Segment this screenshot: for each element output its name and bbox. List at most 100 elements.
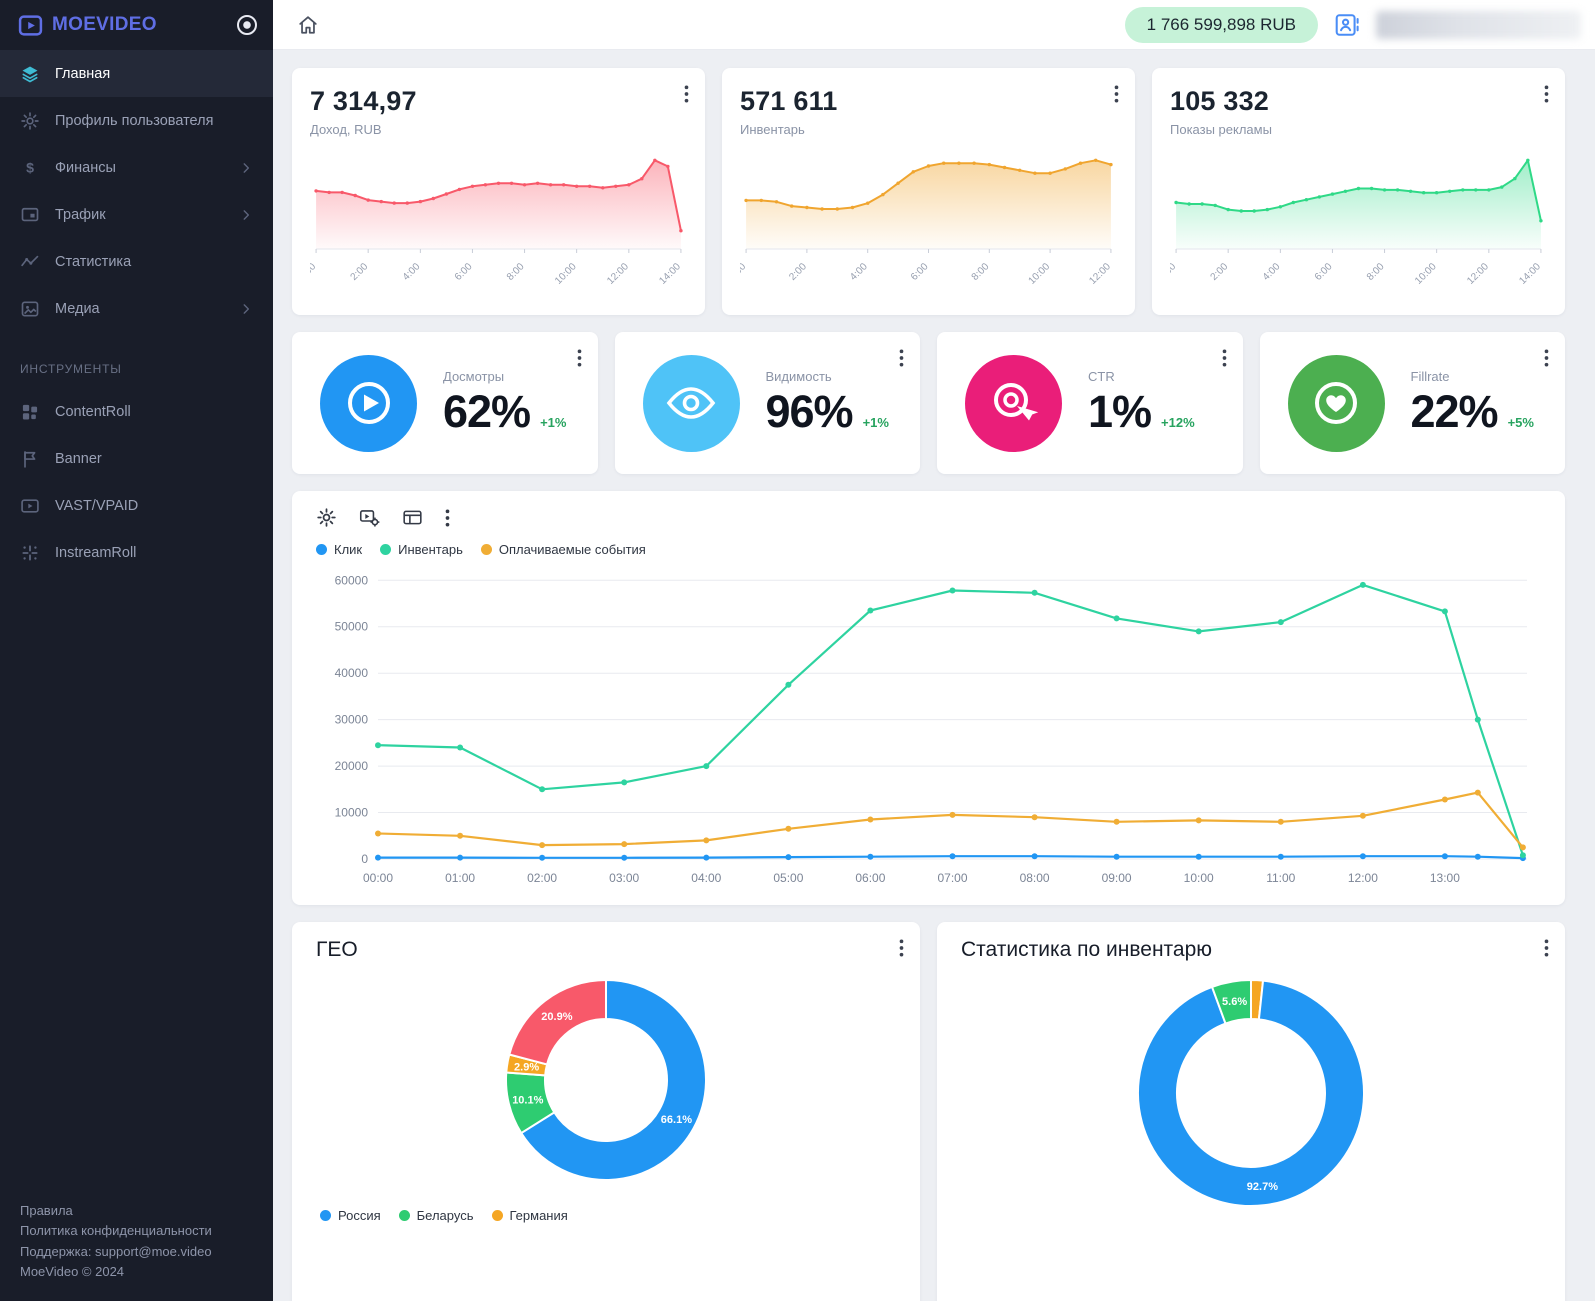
kpi-label: Досмотры <box>443 368 505 384</box>
legend-label: Россия <box>338 1208 381 1223</box>
chevron-right-icon <box>239 302 253 316</box>
svg-text:40000: 40000 <box>335 666 369 680</box>
more-options-button[interactable] <box>1544 84 1549 104</box>
svg-text:20.9%: 20.9% <box>541 1011 572 1023</box>
chart-settings-button[interactable] <box>316 507 337 528</box>
layers-icon <box>20 64 40 84</box>
sidebar-tool-vast-vpaid[interactable]: VAST/VPAID <box>0 482 273 529</box>
sidebar-footer-line[interactable]: Правила <box>20 1202 73 1218</box>
sparkle-icon <box>20 543 40 563</box>
kpi-text: Fillrate 22% +5% <box>1411 369 1534 438</box>
svg-text:50000: 50000 <box>335 620 369 634</box>
legend-item[interactable]: Оплачиваемые события <box>480 542 646 557</box>
stat-mini-chart: 0:00 2:00 4:00 6:00 8:00 10:00 12:00 <box>740 158 1113 287</box>
svg-text:06:00: 06:00 <box>855 871 885 885</box>
dashboard-content: 7 314,97 Доход, RUB 0:00 2:00 4:00 6:00 8:00 10… <box>273 50 1595 1301</box>
video-icon <box>20 496 40 516</box>
svg-text:10:00: 10:00 <box>1413 261 1439 287</box>
svg-text:14:00: 14:00 <box>657 261 683 287</box>
sidebar-item-traffic[interactable]: Трафик <box>0 191 273 238</box>
stat-cards-row: 7 314,97 Доход, RUB 0:00 2:00 4:00 6:00 8:00 10… <box>292 68 1565 315</box>
target-icon <box>965 354 1062 452</box>
more-options-button[interactable] <box>1544 348 1549 368</box>
chart-panel-button[interactable] <box>402 507 423 528</box>
more-options-button[interactable] <box>899 348 904 368</box>
sidebar-footer-line[interactable]: Поддержка: support@moe.video <box>20 1243 212 1259</box>
sidebar-item-media[interactable]: Медиа <box>0 285 273 332</box>
geo-donut-wrap: 66.1% 10.1% 2.9% 20.9% <box>316 974 896 1186</box>
sidebar-item-statistics[interactable]: Статистика <box>0 238 273 285</box>
svg-text:2:00: 2:00 <box>787 261 809 283</box>
sidebar-tools: ContentRoll Banner VAST/VPAID InstreamRoll <box>0 388 273 576</box>
stat-card-1: 571 611 Инвентарь 0:00 2:00 4:00 6:00 8:00 10:0… <box>722 68 1135 315</box>
logo[interactable]: MOEVIDEO <box>18 13 157 38</box>
legend-item[interactable]: Германия <box>491 1208 568 1223</box>
settings-icon <box>316 507 337 528</box>
svg-text:02:00: 02:00 <box>527 871 557 885</box>
sidebar-item-label: Профиль пользователя <box>55 112 214 129</box>
inventory-donut-wrap: 92.7% 5.6% <box>961 974 1541 1212</box>
sidebar-tool-instreamroll[interactable]: InstreamRoll <box>0 529 273 576</box>
svg-text:12:00: 12:00 <box>1087 261 1113 287</box>
sidebar-item-label: Медиа <box>55 300 100 317</box>
sidebar-item-finance[interactable]: $ Финансы <box>0 144 273 191</box>
main-chart-legend: Клик Инвентарь Оплачиваемые события <box>316 542 1541 557</box>
sidebar-item-home[interactable]: Главная <box>0 50 273 97</box>
topbar: 1 766 599,898 RUB <box>273 0 1595 50</box>
svg-text:6:00: 6:00 <box>909 261 931 283</box>
sidebar-tool-banner[interactable]: Banner <box>0 435 273 482</box>
user-name-blurred[interactable] <box>1376 10 1581 39</box>
geo-card-title: ГЕО <box>316 938 358 961</box>
more-options-button[interactable] <box>684 84 689 104</box>
sidebar-tool-contentroll[interactable]: ContentRoll <box>0 388 273 435</box>
stat-value: 571 611 <box>740 86 838 116</box>
stat-mini-chart: 0:00 2:00 4:00 6:00 8:00 10:00 12:00 14:00 <box>1170 158 1543 287</box>
more-options-button[interactable] <box>445 508 450 528</box>
svg-text:66.1%: 66.1% <box>661 1114 692 1126</box>
svg-text:0:00: 0:00 <box>1170 261 1179 283</box>
chart-toolbar <box>316 507 1541 528</box>
svg-text:8:00: 8:00 <box>505 261 527 283</box>
legend-item[interactable]: Россия <box>320 1208 381 1223</box>
kpi-card-3: Fillrate 22% +5% <box>1259 332 1565 474</box>
chart-video-settings-button[interactable] <box>359 507 380 528</box>
kpi-value: 22% <box>1410 385 1499 437</box>
sidebar-footer-line: MoeVideo © 2024 <box>20 1264 125 1280</box>
legend-label: Клик <box>334 542 363 557</box>
kpi-card-2: CTR 1% +12% <box>937 332 1243 474</box>
svg-text:08:00: 08:00 <box>1020 871 1050 885</box>
legend-dot <box>480 544 492 555</box>
tools-section-header: ИНСТРУМЕНТЫ <box>20 362 122 376</box>
sidebar-toggle-button[interactable] <box>237 15 257 35</box>
svg-text:11:00: 11:00 <box>1266 871 1295 885</box>
logo-text: MOEVIDEO <box>52 14 157 35</box>
legend-item[interactable]: Инвентарь <box>380 542 463 557</box>
stat-mini-chart: 0:00 2:00 4:00 6:00 8:00 10:00 12:00 14:00 <box>310 158 683 287</box>
more-options-button[interactable] <box>1222 348 1227 368</box>
svg-text:60000: 60000 <box>335 573 369 587</box>
balance-badge[interactable]: 1 766 599,898 RUB <box>1124 6 1318 43</box>
legend-item[interactable]: Беларусь <box>398 1208 474 1223</box>
contact-card-icon[interactable] <box>1334 12 1360 38</box>
sidebar-item-profile[interactable]: Профиль пользователя <box>0 97 273 144</box>
logo-icon <box>18 13 43 38</box>
more-options-button[interactable] <box>899 938 904 958</box>
legend-dot <box>398 1210 410 1221</box>
more-options-button[interactable] <box>577 348 582 368</box>
sidebar-footer-line[interactable]: Политика конфиденциальности <box>20 1223 212 1239</box>
kpi-delta: +1% <box>862 414 889 430</box>
kpi-card-0: Досмотры 62% +1% <box>292 332 598 474</box>
svg-text:2:00: 2:00 <box>349 261 371 283</box>
legend-item[interactable]: Клик <box>316 542 362 557</box>
more-options-button[interactable] <box>1114 84 1119 104</box>
stat-card-2: 105 332 Показы рекламы 0:00 2:00 4:00 6:00 8:0… <box>1152 68 1565 315</box>
legend-dot <box>316 544 327 555</box>
legend-label: Германия <box>509 1208 568 1223</box>
home-button[interactable] <box>297 14 319 36</box>
kpi-value: 96% <box>765 385 854 437</box>
kpi-text: Досмотры 62% +1% <box>443 369 566 438</box>
more-options-button[interactable] <box>1544 938 1549 958</box>
geo-card: ГЕО 66.1% 10.1% 2.9% 20.9% Россия Беларусь Ге… <box>292 922 920 1301</box>
svg-text:0:00: 0:00 <box>740 261 749 283</box>
